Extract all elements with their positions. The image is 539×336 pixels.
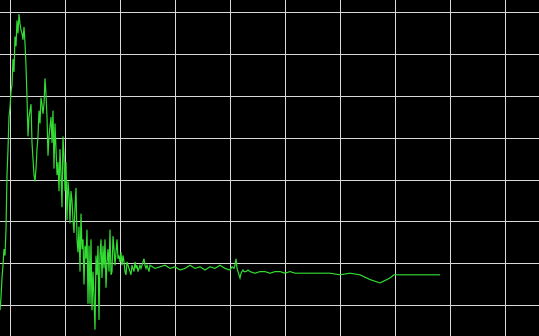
vertical-gridlines bbox=[10, 0, 506, 336]
signal-trace bbox=[0, 13, 440, 330]
